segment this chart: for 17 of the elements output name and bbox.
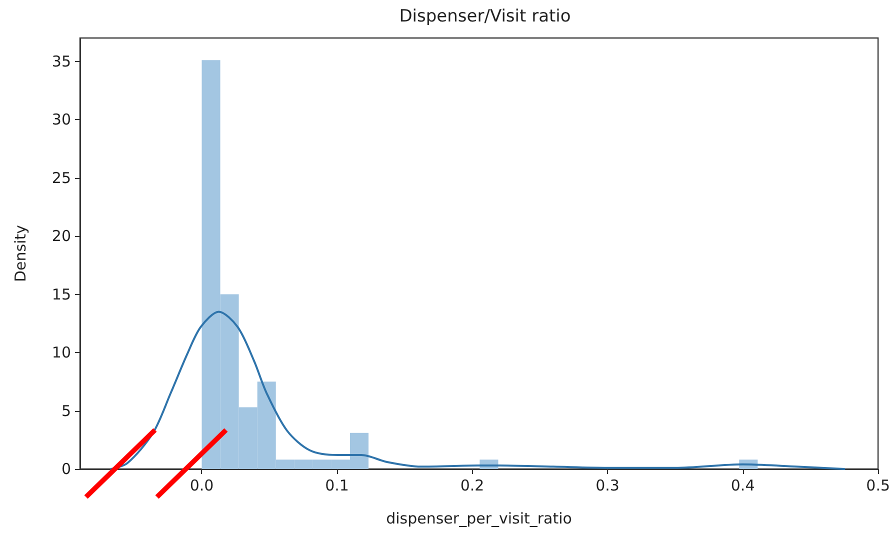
y-tick-label: 0 — [61, 460, 71, 478]
y-tick-label: 25 — [52, 168, 71, 187]
y-tick-label: 5 — [61, 402, 71, 420]
x-tick-label: 0.1 — [325, 476, 349, 494]
x-tick-label: 0.2 — [460, 476, 484, 494]
y-tick-label: 15 — [52, 285, 71, 304]
x-tick-label: 0.5 — [866, 476, 890, 494]
x-tick-label: 0.3 — [596, 476, 620, 494]
x-axis-title: dispenser_per_visit_ratio — [386, 510, 572, 528]
y-tick-label: 35 — [52, 52, 71, 70]
x-tick-label: 0.0 — [190, 476, 214, 494]
x-tick-label: 0.4 — [730, 476, 755, 494]
chart-title: Dispenser/Visit ratio — [399, 6, 571, 26]
y-tick-label: 10 — [52, 344, 71, 362]
y-axis-title: Density — [12, 224, 30, 282]
y-tick-label: 20 — [52, 227, 71, 246]
y-tick-label: 30 — [52, 110, 71, 129]
